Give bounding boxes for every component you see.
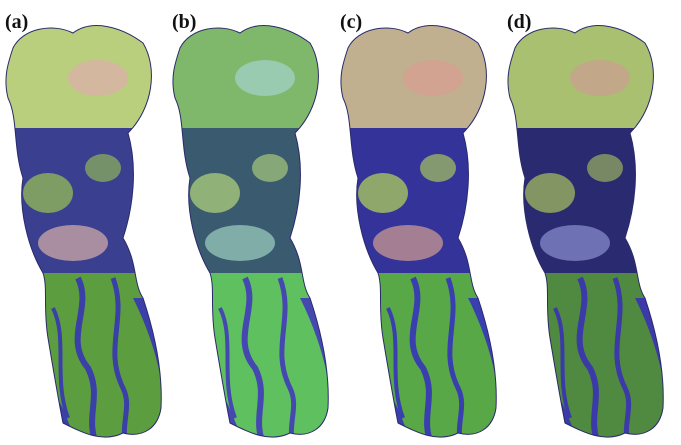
figure: (a) (b) (c) (d) — [0, 0, 681, 445]
patch — [68, 60, 128, 96]
patch — [587, 154, 623, 182]
satellite-image — [170, 8, 340, 445]
land-mid — [338, 128, 508, 288]
panel: (a) — [3, 8, 173, 445]
patch — [358, 173, 408, 213]
land-mid — [170, 128, 340, 288]
patch — [403, 60, 463, 96]
panel: (c) — [338, 8, 508, 445]
patch — [235, 60, 295, 96]
satellite-image — [3, 8, 173, 445]
land-mid — [3, 128, 173, 288]
patch — [85, 154, 121, 182]
patch — [23, 173, 73, 213]
patch — [190, 173, 240, 213]
patch — [38, 225, 108, 261]
panel: (d) — [505, 8, 675, 445]
land-mid — [505, 128, 675, 288]
land-bottom — [505, 273, 675, 445]
patch — [252, 154, 288, 182]
panel-label: (d) — [507, 11, 531, 33]
panel-label: (b) — [172, 11, 196, 33]
land-bottom — [3, 273, 173, 445]
panel: (b) — [170, 8, 340, 445]
panel-label: (a) — [5, 11, 28, 33]
patch — [420, 154, 456, 182]
land-bottom — [338, 273, 508, 445]
patch — [525, 173, 575, 213]
satellite-image — [505, 8, 675, 445]
land-bottom — [170, 273, 340, 445]
panel-label: (c) — [340, 11, 362, 33]
patch — [205, 225, 275, 261]
patch — [570, 60, 630, 96]
satellite-image — [338, 8, 508, 445]
page: (a)(b)(c)(d) (() => { const data = JSON.… — [0, 0, 681, 445]
patch — [540, 225, 610, 261]
patch — [373, 225, 443, 261]
